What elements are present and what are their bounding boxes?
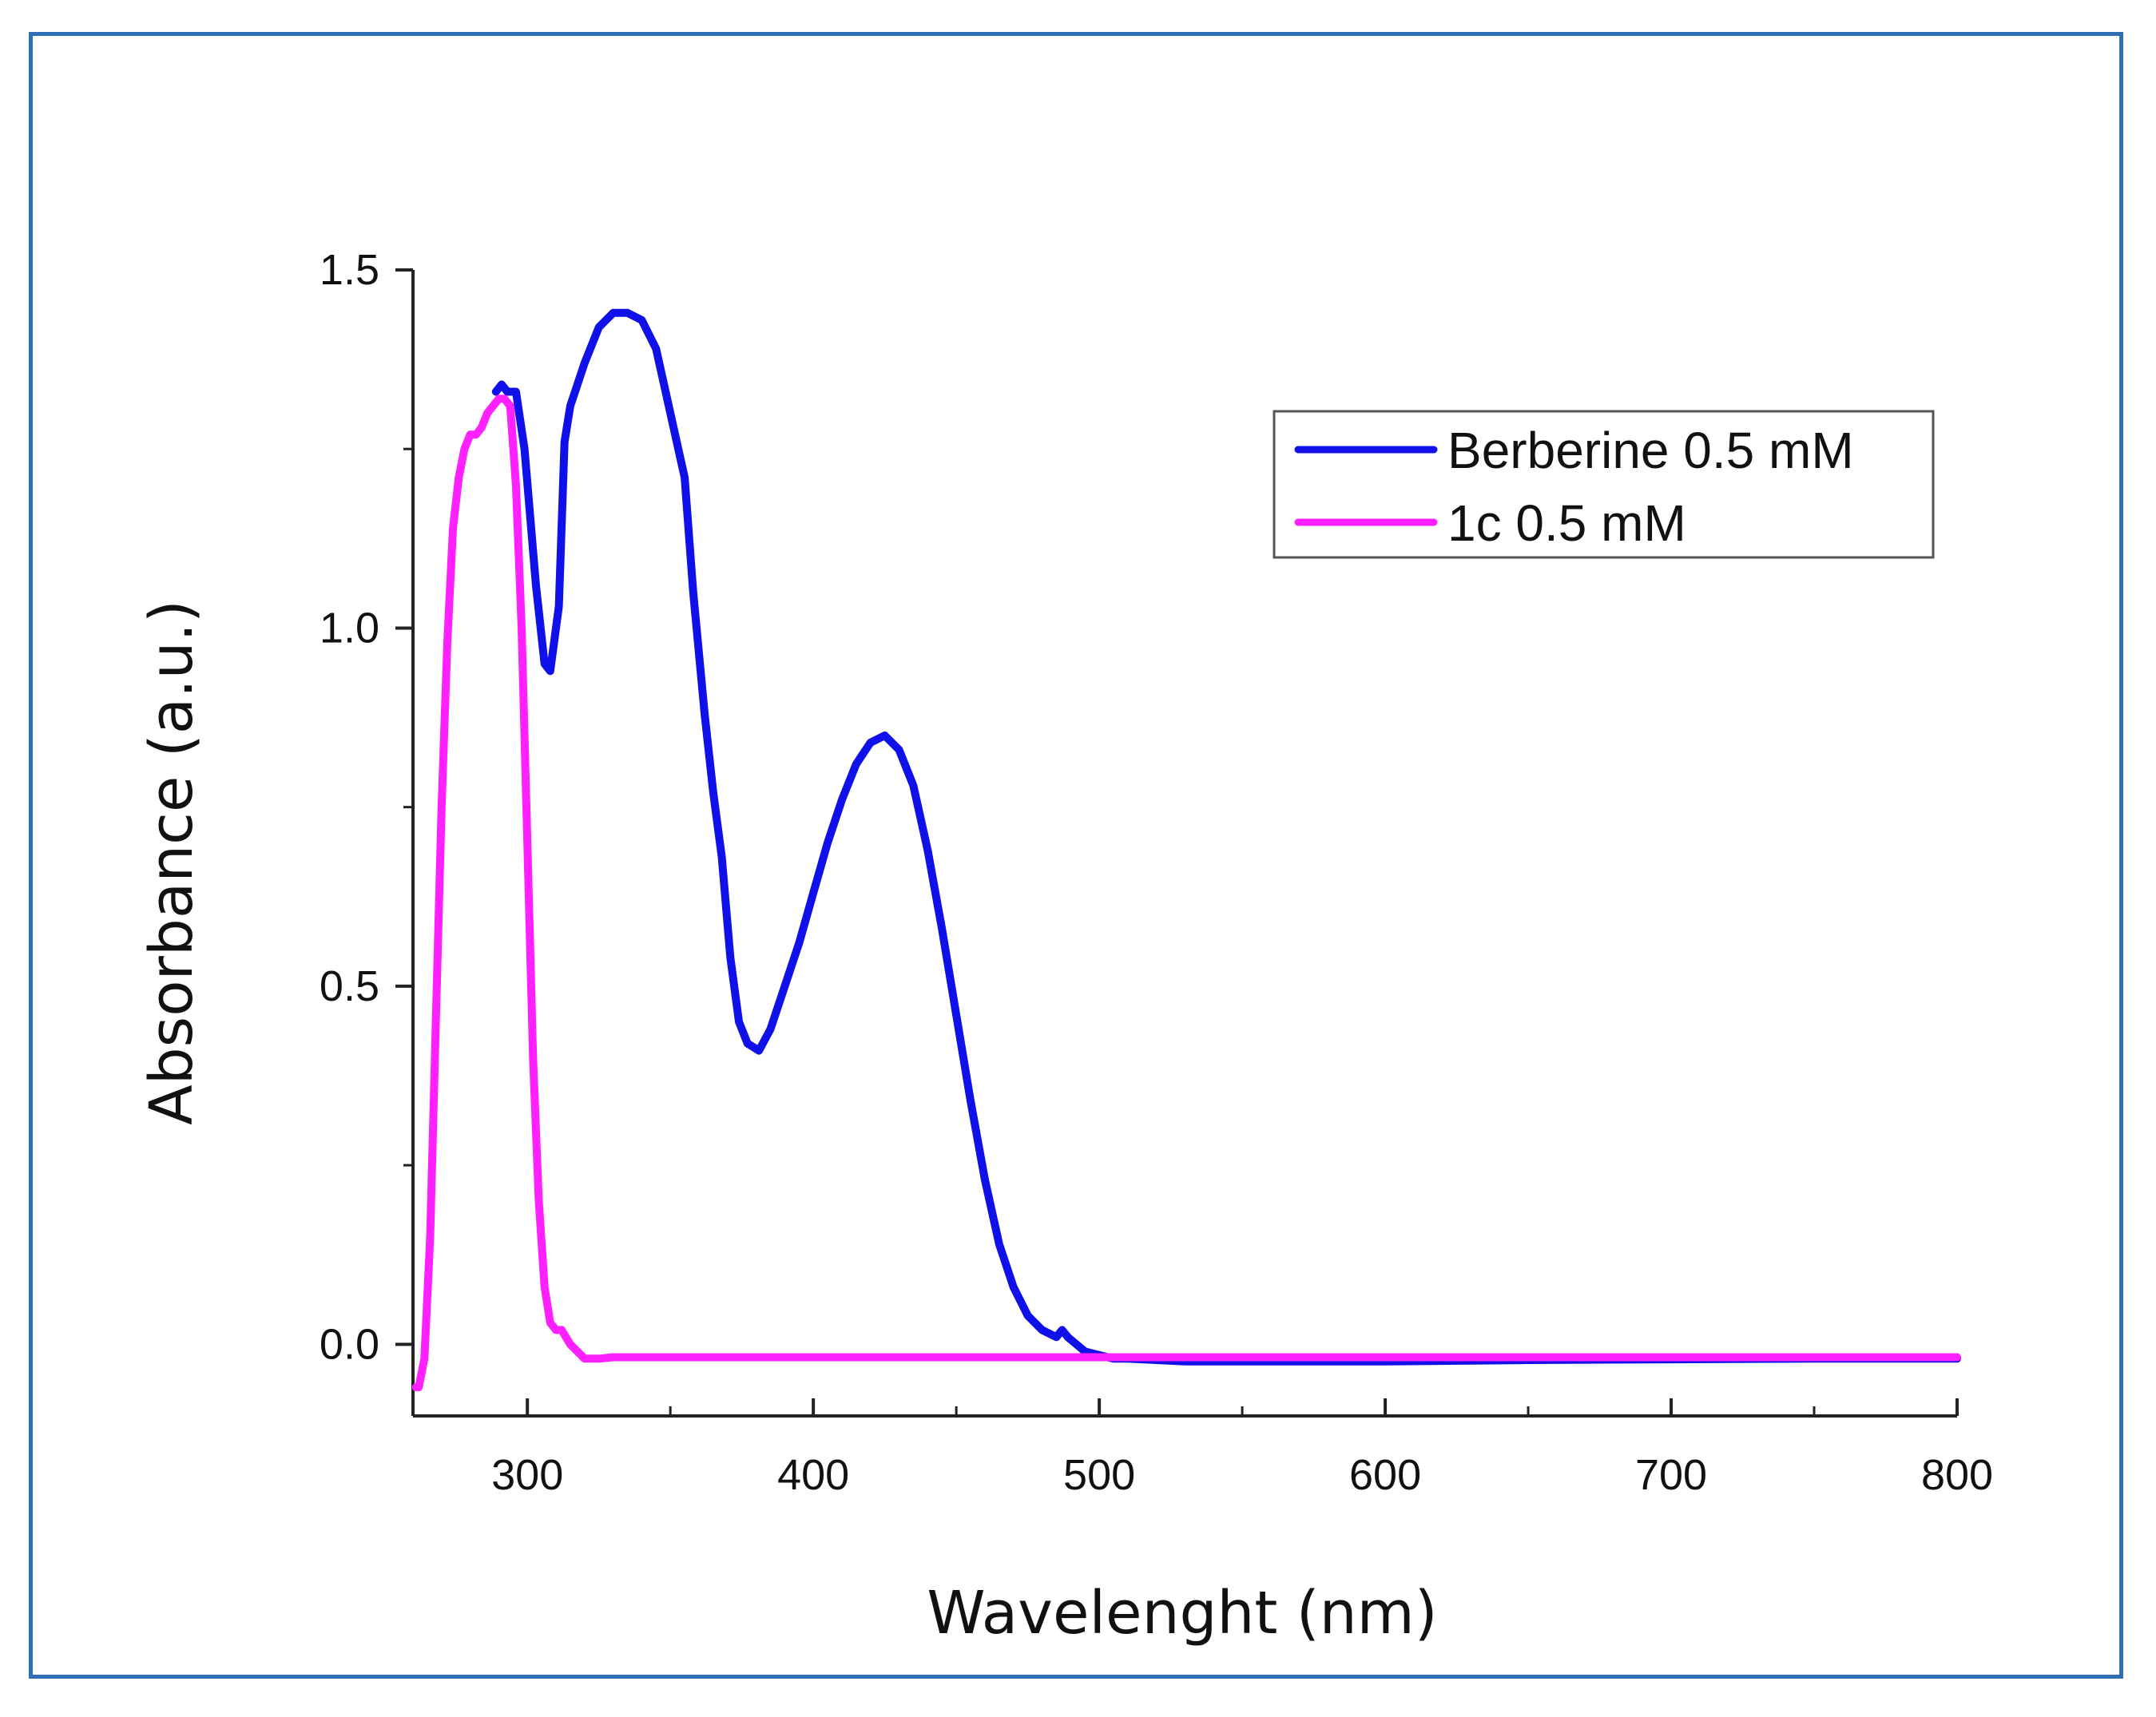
axes: 300 400 500 600 700 800 0.0 0.5 1.0 1.5 [320, 246, 1993, 1499]
y-tick-label: 0.5 [320, 962, 379, 1010]
legend-label-1c: 1c 0.5 mM [1447, 494, 1686, 552]
x-tick-label: 800 [1921, 1451, 1993, 1499]
y-tick-label: 1.5 [320, 246, 379, 294]
legend: Berberine 0.5 mM 1c 0.5 mM [1273, 410, 1935, 559]
series-line-1c [411, 395, 1961, 1392]
x-tick-label: 600 [1349, 1451, 1421, 1499]
x-tick-label: 500 [1063, 1451, 1135, 1499]
x-tick-label: 700 [1635, 1451, 1707, 1499]
legend-box [1273, 410, 1935, 559]
y-axis-title: Absorbance (a.u.) [137, 600, 206, 1125]
x-tick-label: 400 [777, 1451, 849, 1499]
series-layer [411, 308, 1961, 1392]
legend-label-berberine: Berberine 0.5 mM [1447, 422, 1854, 479]
x-tick-label: 300 [491, 1451, 563, 1499]
figure-frame [29, 32, 2123, 1679]
y-tick-label: 0.0 [320, 1320, 379, 1368]
y-tick-label: 1.0 [320, 604, 379, 652]
x-axis-title: Wavelenght (nm) [927, 1579, 1437, 1648]
